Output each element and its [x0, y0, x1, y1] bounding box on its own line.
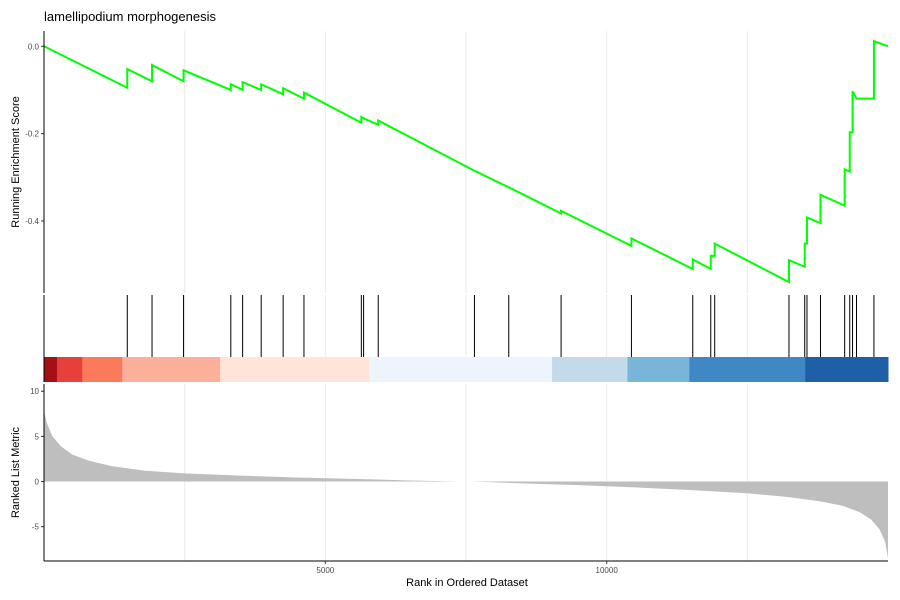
y-tick-label: -0.4: [25, 217, 39, 226]
ranked-metric-panel: 10 5 0 -5 5000 10000 Ranked List Metric Rank…: [10, 384, 888, 589]
y-tick-label: -0.2: [25, 130, 39, 139]
colorbar-segment: [56, 357, 83, 382]
gene-hit-marks: [126, 295, 875, 357]
enrichment-y-axis-title: Running Enrichment Score: [10, 96, 22, 227]
colorbar-segment: [82, 357, 123, 382]
x-ticks: 5000 10000: [316, 561, 618, 575]
colorbar-segment: [805, 357, 889, 382]
colorbar-segment: [689, 357, 806, 382]
y-tick-label: 10: [30, 387, 39, 396]
colorbar-segment: [220, 357, 370, 382]
colorbar-segment: [369, 357, 553, 382]
running-enrichment-score-line: [43, 39, 889, 284]
ranked-list-metric-area: [44, 411, 888, 559]
chart-title: lamellipodium morphogenesis: [44, 9, 216, 24]
metric-gridlines: [184, 384, 748, 561]
enrichment-score-panel: 0.0 -0.2 -0.4 Running Enrichment Score: [10, 31, 889, 293]
y-tick-label: -5: [32, 523, 40, 532]
y-tick-label: 0: [35, 478, 40, 487]
rank-colorbar: [44, 357, 889, 382]
y-tick-label: 5: [35, 432, 40, 441]
colorbar-segment: [552, 357, 628, 382]
gene-hits-panel: [43, 295, 889, 382]
y-tick-label: 0.0: [28, 42, 40, 51]
enrichment-gridlines: [184, 31, 748, 293]
enrichment-y-ticks: 0.0 -0.2 -0.4: [25, 42, 44, 226]
metric-y-ticks: 10 5 0 -5: [30, 387, 44, 532]
x-tick-label: 5000: [316, 566, 334, 575]
colorbar-segment: [44, 357, 58, 382]
metric-y-axis-title: Ranked List Metric: [10, 426, 22, 518]
colorbar-segment: [627, 357, 690, 382]
colorbar-segment: [122, 357, 221, 382]
x-tick-label: 10000: [596, 566, 619, 575]
x-axis-title: Rank in Ordered Dataset: [406, 577, 528, 589]
